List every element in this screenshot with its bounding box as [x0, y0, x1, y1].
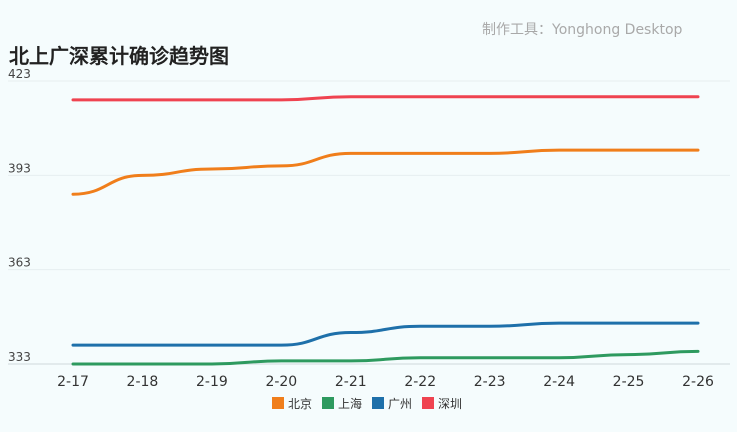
chart-title: 北上广深累计确诊趋势图	[9, 44, 229, 68]
x-tick-label: 2-25	[613, 374, 645, 390]
legend-label: 深圳	[438, 396, 463, 411]
x-tick-label: 2-19	[196, 374, 228, 390]
y-tick-label: 333	[8, 350, 31, 364]
y-tick-label: 363	[8, 256, 31, 270]
x-tick-label: 2-18	[127, 374, 159, 390]
x-tick-label: 2-26	[682, 374, 714, 390]
series-line	[71, 148, 700, 196]
x-tick-label: 2-24	[543, 374, 575, 390]
legend-swatch	[272, 397, 284, 409]
x-tick-label: 2-21	[335, 374, 367, 390]
series-line	[71, 321, 700, 347]
legend-swatch	[322, 397, 335, 409]
legend: 北京 上海 广州 深圳	[272, 395, 462, 411]
y-tick-label: 423	[8, 67, 31, 81]
legend-item[interactable]: 北京	[272, 395, 312, 412]
watermark: 制作工具：Yonghong Desktop	[482, 22, 683, 38]
y-tick-label: 393	[8, 161, 31, 175]
legend-swatch	[422, 397, 435, 409]
legend-label: 广州	[388, 396, 413, 411]
series-line	[71, 349, 700, 366]
legend-label: 上海	[338, 396, 363, 411]
x-tick-label: 2-17	[57, 374, 89, 390]
legend-label: 北京	[288, 396, 313, 411]
x-tick-label: 2-22	[404, 374, 436, 390]
x-tick-label: 2-20	[265, 374, 297, 390]
legend-item[interactable]: 深圳	[422, 395, 462, 412]
legend-swatch	[372, 397, 385, 409]
legend-item[interactable]: 广州	[372, 395, 412, 412]
series-line	[71, 95, 700, 102]
legend-item[interactable]: 上海	[322, 395, 362, 412]
x-tick-label: 2-23	[474, 374, 506, 390]
